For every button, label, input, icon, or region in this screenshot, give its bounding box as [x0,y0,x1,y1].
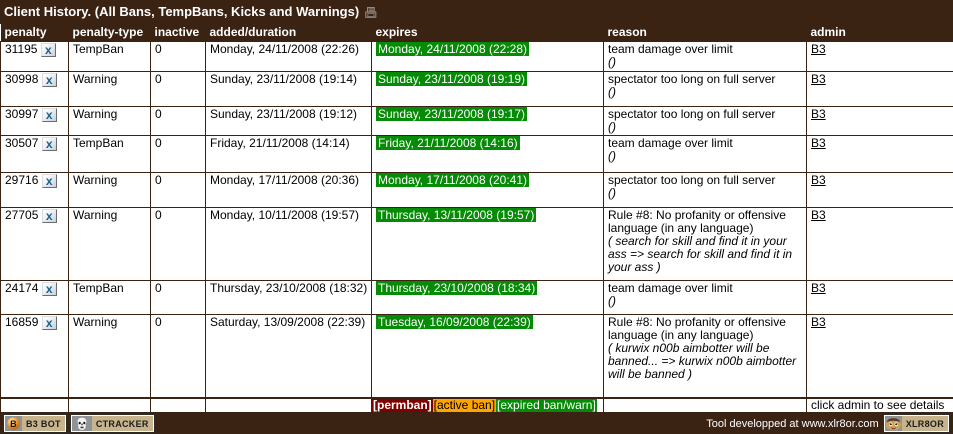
svg-text:B: B [10,419,17,429]
